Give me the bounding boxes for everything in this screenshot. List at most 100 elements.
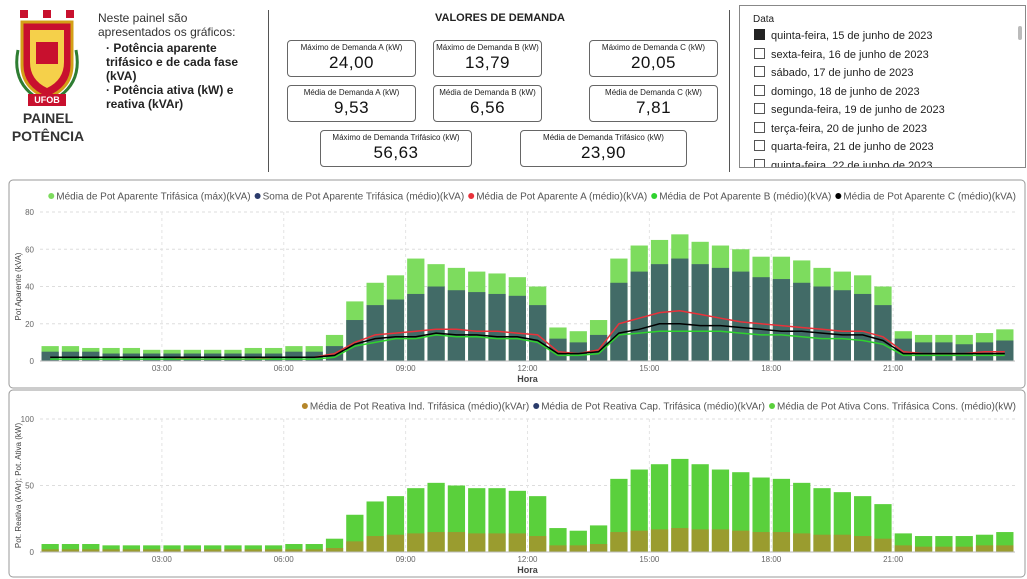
- slicer-item[interactable]: domingo, 18 de junho de 2023: [754, 84, 920, 98]
- item-label: quinta-feira, 15 de junho de 2023: [771, 30, 933, 42]
- x-tick-label: 21:00: [883, 364, 904, 373]
- checkbox[interactable]: [754, 121, 765, 133]
- bar: [914, 546, 933, 552]
- bar: [204, 545, 222, 552]
- legend-label: Soma de Pot Aparente Trifásica (médio)(k…: [263, 192, 465, 203]
- bar: [955, 546, 973, 552]
- slicer-item[interactable]: sábado, 17 de junho de 2023: [754, 66, 914, 79]
- bar: [996, 545, 1014, 552]
- bar: [793, 533, 811, 552]
- bar: [711, 267, 730, 361]
- x-axis-title: Hora: [517, 565, 538, 575]
- y-tick-label: 50: [25, 482, 34, 491]
- item-label: quinta-feira, 22 de junho de 2023: [771, 159, 933, 168]
- checkbox[interactable]: [754, 103, 765, 114]
- x-tick-label: 09:00: [396, 364, 417, 373]
- bar: [529, 536, 547, 552]
- kpi-label: Máximo de Demanda C (kW): [601, 43, 706, 52]
- logo: UFOB: [15, 10, 79, 106]
- x-tick-label: 03:00: [152, 364, 173, 373]
- item-label: sexta-feira, 16 de junho de 2023: [771, 48, 929, 61]
- bar: [935, 342, 953, 361]
- kpi-label: Máximo de Demanda Trifásico (kW): [332, 133, 460, 142]
- bar: [569, 545, 587, 552]
- bar: [752, 532, 770, 552]
- x-tick-label: 21:00: [883, 555, 904, 564]
- bar: [488, 533, 506, 552]
- kpi-value: 24,00: [328, 53, 375, 72]
- bar: [366, 305, 384, 361]
- kpi-value: 56,63: [373, 143, 419, 162]
- kpi-card: Máximo de Demanda B (kW) 13,79: [433, 40, 542, 77]
- bar: [366, 536, 384, 552]
- bullet: Potência ativa (kW) e reativa (kVAr): [106, 83, 263, 111]
- demand-title: VALORES DE DEMANDA: [435, 12, 565, 24]
- scrollbar[interactable]: [1018, 26, 1022, 40]
- bar: [285, 351, 303, 361]
- legend-label: Média de Pot Ativa Cons. Trifásica Cons.…: [777, 402, 1016, 413]
- item-label: terça-feira, 20 de junho de 2023: [771, 122, 927, 135]
- tower: [43, 10, 51, 18]
- bar: [204, 549, 222, 552]
- line: [50, 330, 1005, 360]
- bar: [41, 544, 59, 552]
- banner: [28, 94, 66, 106]
- x-tick-label: 18:00: [761, 555, 782, 564]
- bar: [854, 536, 872, 552]
- bar: [732, 530, 750, 552]
- slicer-item[interactable]: quarta-feira, 21 de junho de 2023: [754, 140, 934, 153]
- bullet: Potência aparente trifásico e de cada fa…: [106, 41, 263, 83]
- checkbox[interactable]: [754, 47, 765, 59]
- bar: [224, 545, 242, 552]
- slicer-item[interactable]: quinta-feira, 15 de junho de 2023: [754, 29, 932, 42]
- bar: [569, 342, 587, 361]
- separator: [729, 10, 730, 172]
- slicer-item[interactable]: segunda-feira, 19 de junho de 2023: [754, 103, 945, 116]
- kpi-card: Máximo de Demanda C (kW) 20,05: [589, 40, 718, 77]
- bar: [752, 277, 770, 361]
- bar: [529, 305, 547, 361]
- kpi-value: 6,56: [469, 98, 506, 117]
- chart-panel: [8, 389, 1026, 578]
- bar: [407, 293, 425, 361]
- bar: [224, 549, 242, 552]
- checkbox[interactable]: [754, 66, 765, 77]
- kpi-card: Média de Demanda A (kW) 9,53: [287, 85, 416, 122]
- checkbox[interactable]: [754, 29, 765, 40]
- legend-dot: [48, 193, 55, 199]
- item-label: sábado, 17 de junho de 2023: [771, 67, 914, 79]
- bar: [854, 293, 872, 361]
- bar: [691, 529, 709, 552]
- kpi-label: Máximo de Demanda A (kW): [300, 43, 403, 52]
- kpi-label: Média de Demanda A (kW): [303, 88, 400, 97]
- bar: [102, 545, 120, 552]
- legend-dot: [651, 193, 658, 199]
- checkbox[interactable]: [754, 140, 765, 151]
- y-tick-label: 40: [25, 283, 34, 292]
- bar: [82, 351, 100, 361]
- kpi-value: 7,81: [635, 98, 672, 117]
- bar: [305, 549, 323, 552]
- bar: [325, 548, 344, 552]
- bar: [61, 544, 80, 552]
- bar: [41, 351, 59, 361]
- slicer-item[interactable]: quinta-feira, 22 de junho de 2023: [754, 158, 933, 168]
- slicer-item[interactable]: sexta-feira, 16 de junho de 2023: [754, 47, 929, 61]
- slicer-item[interactable]: terça-feira, 20 de junho de 2023: [754, 121, 927, 135]
- bar: [122, 545, 141, 552]
- bar: [488, 293, 506, 361]
- checkbox[interactable]: [754, 84, 765, 96]
- kpi-label: Máximo de Demanda B (kW): [436, 43, 539, 52]
- bar: [874, 305, 892, 361]
- bar: [61, 351, 80, 361]
- bar: [285, 544, 303, 552]
- legend-label: Média de Pot Aparente A (médio)(kVA): [476, 192, 647, 203]
- bar: [183, 549, 201, 552]
- checkbox[interactable]: [754, 158, 765, 167]
- bar: [143, 545, 161, 552]
- bar: [102, 549, 120, 552]
- legend-dot: [254, 193, 261, 199]
- panel-title: PAINEL: [22, 110, 74, 126]
- date-slicer[interactable]: Data quinta-feira, 15 de junho de 2023 se…: [739, 5, 1026, 168]
- legend-label: Média de Pot Aparente C (médio)(kVA): [843, 192, 1016, 203]
